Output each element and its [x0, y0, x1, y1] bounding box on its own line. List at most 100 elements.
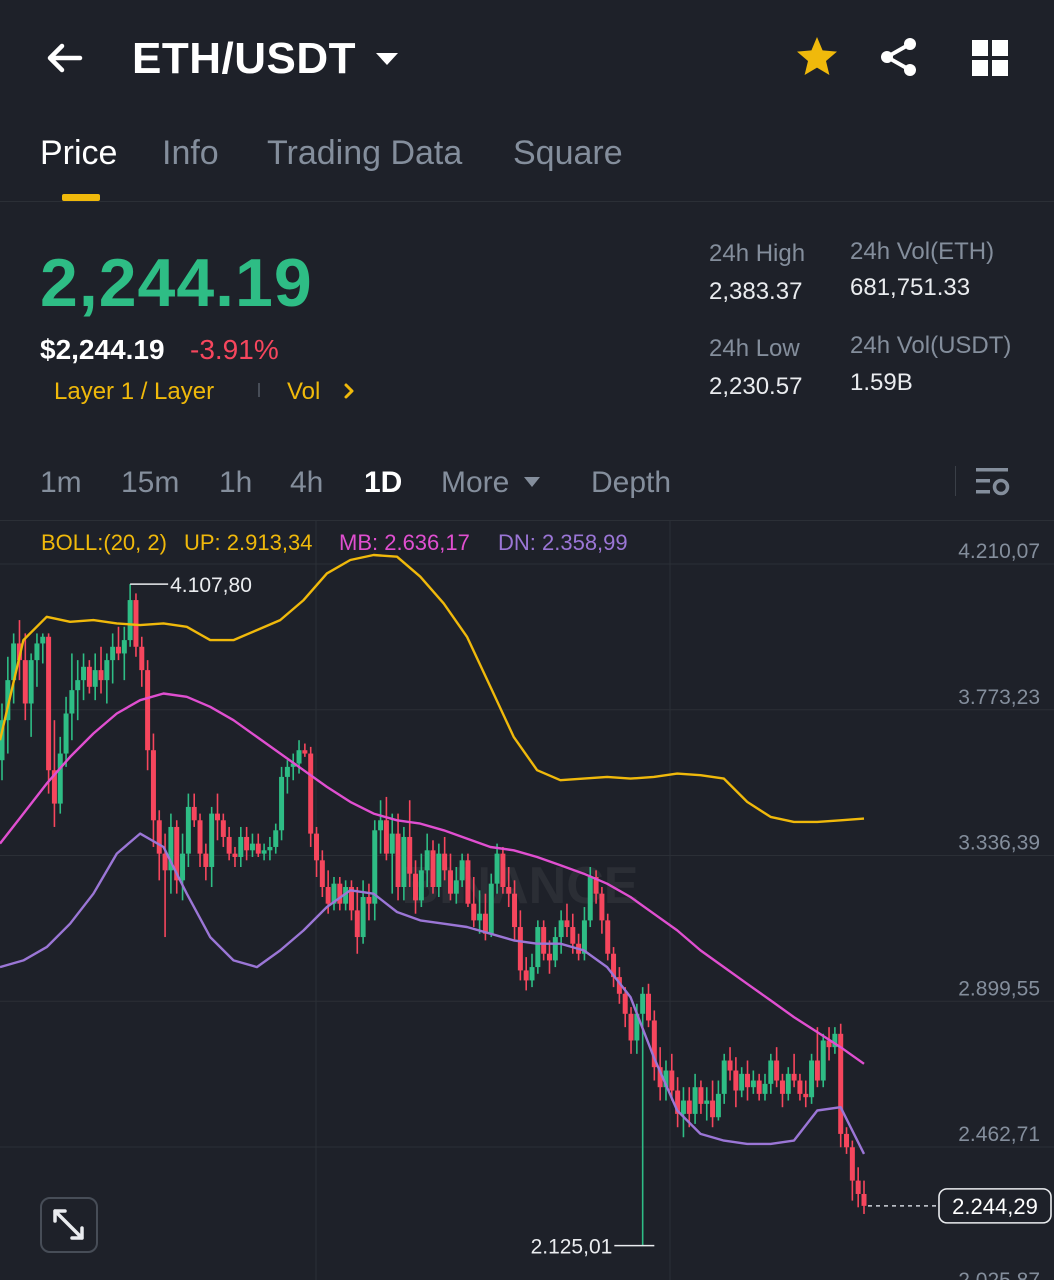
candle-body	[581, 920, 587, 954]
last-price: 2,244.19	[40, 245, 313, 321]
timeframe-1h[interactable]: 1h	[219, 466, 253, 499]
expand-chart-button[interactable]	[40, 1197, 98, 1253]
y-tick-label: 3.773,23	[958, 686, 1040, 709]
tab-info[interactable]: Info	[162, 134, 219, 172]
timeframe-1d[interactable]: 1D	[364, 466, 403, 499]
boll-name: BOLL:(20, 2)	[41, 530, 167, 555]
candle-body	[261, 850, 267, 854]
chevron-right-icon[interactable]	[340, 378, 360, 404]
caret-down-icon[interactable]	[522, 474, 542, 490]
candle-body	[838, 1033, 844, 1134]
candle-body	[104, 660, 110, 681]
vol-usdt-value: 1.59B	[850, 369, 913, 396]
candle-body	[40, 636, 46, 644]
candle-body	[820, 1040, 826, 1081]
chart-grid	[0, 521, 1054, 1280]
candle-body	[308, 753, 314, 834]
candle-body	[150, 750, 156, 821]
timeframe-more[interactable]: More	[441, 466, 510, 499]
candle-body	[628, 1013, 634, 1041]
candle-body	[686, 1100, 692, 1114]
candle-body	[325, 887, 331, 904]
last-price-box	[938, 1188, 1052, 1224]
low-label: 24h Low	[709, 335, 800, 362]
candle-body	[768, 1060, 774, 1084]
star-icon[interactable]	[794, 34, 840, 80]
depth-tab[interactable]: Depth	[591, 466, 672, 499]
candle-body	[733, 1070, 739, 1091]
candle-body	[593, 876, 599, 894]
candle-body	[523, 970, 529, 981]
vol-tag[interactable]: Vol	[287, 378, 321, 405]
candle-body	[354, 910, 360, 938]
back-arrow-icon[interactable]	[40, 34, 88, 82]
candle-body	[360, 897, 366, 938]
candle-body	[646, 993, 651, 1021]
candle-body	[0, 720, 5, 761]
candle-body	[587, 876, 593, 921]
candle-body	[185, 806, 191, 854]
candle-body	[238, 836, 244, 857]
candle-body	[436, 853, 442, 888]
candle-body	[121, 640, 127, 654]
candle-body	[529, 967, 535, 981]
candle-body	[133, 600, 139, 647]
candle-body	[710, 1100, 716, 1118]
candle-body	[430, 850, 436, 888]
expand-icon	[53, 1209, 84, 1240]
chart-settings-icon[interactable]	[972, 462, 1012, 502]
candle-body	[564, 920, 570, 928]
tab-price[interactable]: Price	[40, 134, 118, 172]
grid-icon[interactable]	[968, 36, 1012, 80]
candle-body	[844, 1133, 850, 1148]
boll-upper-line	[0, 553, 865, 824]
candle-body	[302, 750, 308, 754]
candle-body	[611, 953, 617, 978]
candle-body	[249, 843, 255, 851]
candle-body	[785, 1073, 791, 1094]
candle-body	[814, 1060, 820, 1081]
timeframe-15m[interactable]: 15m	[121, 466, 180, 499]
candle-body	[512, 893, 518, 928]
candle-body	[715, 1093, 721, 1118]
candle-body	[750, 1080, 756, 1088]
tab-trading-data[interactable]: Trading Data	[267, 134, 463, 172]
candle-body	[488, 883, 494, 934]
candle-body	[86, 666, 92, 687]
candle-body	[314, 833, 320, 861]
candle-body	[296, 750, 302, 764]
candle-body	[704, 1100, 710, 1104]
vol-eth-label: 24h Vol(ETH)	[850, 238, 995, 265]
candle-body	[442, 853, 448, 871]
candlestick-chart[interactable]: BINANCE 4.210,073.773,233.336,392.899,55…	[0, 521, 1054, 1280]
candle-body	[599, 893, 605, 921]
vol-usdt-label: 24h Vol(USDT)	[850, 332, 1012, 359]
y-tick-label: 2.899,55	[958, 977, 1040, 1000]
candle-body	[413, 873, 419, 901]
pair-title[interactable]: ETH/USDT	[132, 34, 356, 83]
category-tag[interactable]: Layer 1 / Layer	[54, 378, 215, 405]
candle-body	[756, 1080, 762, 1094]
caret-down-icon[interactable]	[372, 44, 402, 74]
low-value: 2,230.57	[709, 373, 803, 400]
candles	[0, 584, 867, 1246]
candle-body	[762, 1083, 768, 1094]
boll-dn: DN: 2.358,99	[498, 530, 628, 555]
y-tick-label: 2.025,87	[958, 1269, 1040, 1280]
candle-body	[546, 953, 552, 961]
candle-body	[110, 646, 116, 661]
tab-square[interactable]: Square	[513, 134, 623, 172]
candle-body	[517, 927, 523, 971]
candle-body	[57, 753, 63, 804]
price-usd: $2,244.19	[40, 334, 165, 365]
candle-body	[570, 927, 576, 944]
timeframe-1m[interactable]: 1m	[40, 466, 82, 499]
max-price-label: 4.107,80	[170, 574, 252, 597]
candle-body	[203, 853, 209, 867]
timeframe-4h[interactable]: 4h	[290, 466, 324, 499]
share-icon[interactable]	[876, 34, 922, 80]
active-tab-indicator	[62, 194, 100, 201]
candle-body	[92, 670, 98, 687]
candle-body	[180, 853, 186, 881]
candle-body	[453, 880, 459, 894]
